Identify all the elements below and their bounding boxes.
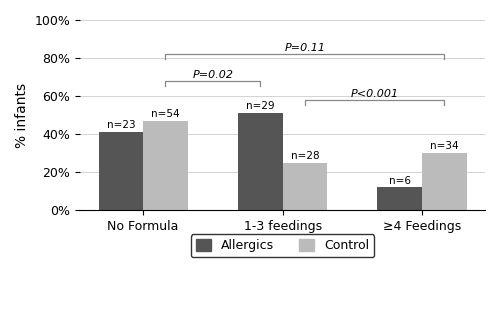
Text: n=29: n=29 — [246, 101, 274, 111]
Bar — [378, 188, 422, 210]
Text: n=28: n=28 — [290, 151, 319, 161]
Text: n=6: n=6 — [388, 176, 410, 186]
Bar — [282, 163, 327, 210]
Text: P=0.11: P=0.11 — [284, 43, 326, 53]
Bar — [98, 132, 143, 210]
Y-axis label: % infants: % infants — [15, 83, 29, 148]
Text: n=34: n=34 — [430, 141, 458, 151]
Text: P=0.02: P=0.02 — [192, 70, 234, 80]
Text: n=23: n=23 — [106, 120, 135, 130]
Bar — [422, 153, 467, 210]
Legend: Allergics, Control: Allergics, Control — [191, 234, 374, 258]
Bar — [143, 121, 188, 210]
Text: P<0.001: P<0.001 — [350, 89, 399, 99]
Text: n=54: n=54 — [151, 109, 180, 119]
Bar — [238, 113, 282, 210]
